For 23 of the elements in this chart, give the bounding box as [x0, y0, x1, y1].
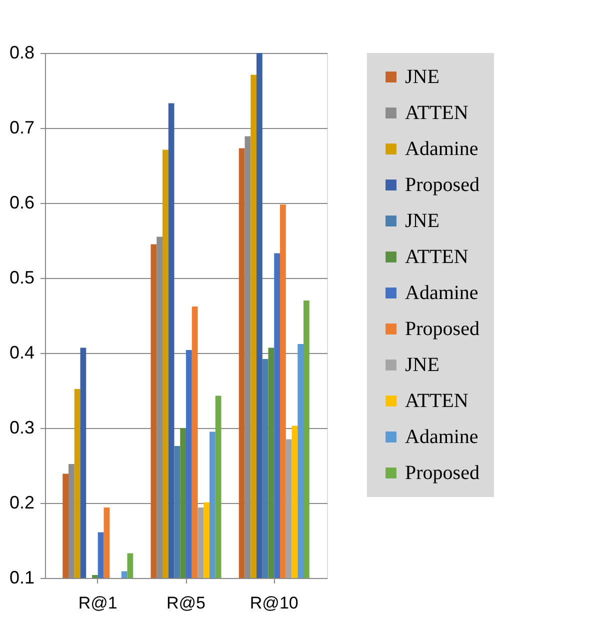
- y-tick-label: 0.5: [9, 268, 34, 288]
- y-tick-label: 0.6: [9, 192, 34, 212]
- x-tick-label: R@1: [78, 594, 118, 612]
- legend-label: Proposed: [405, 174, 480, 196]
- legend-label: Adamine: [405, 138, 478, 160]
- y-tick-label: 0.3: [9, 418, 34, 438]
- legend-label: JNE: [405, 354, 440, 376]
- legend-label: Proposed: [405, 318, 480, 340]
- y-tick-label: 0.8: [9, 42, 34, 62]
- legend-label: Proposed: [405, 462, 480, 484]
- x-tick-label: R@10: [250, 594, 298, 612]
- legend-label: Adamine: [405, 282, 478, 304]
- y-tick-label: 0.2: [9, 492, 34, 512]
- legend-label: ATTEN: [405, 102, 468, 124]
- legend-label: ATTEN: [405, 390, 468, 412]
- legend-label: JNE: [405, 66, 440, 88]
- y-tick-label: 0.7: [9, 118, 34, 138]
- legend-label: Adamine: [405, 426, 478, 448]
- legend-label: JNE: [405, 210, 440, 232]
- y-tick-label: 0.4: [9, 342, 34, 362]
- legend-label: ATTEN: [405, 246, 468, 268]
- x-tick-label: R@5: [166, 594, 206, 612]
- y-tick-label: 0.1: [9, 568, 34, 588]
